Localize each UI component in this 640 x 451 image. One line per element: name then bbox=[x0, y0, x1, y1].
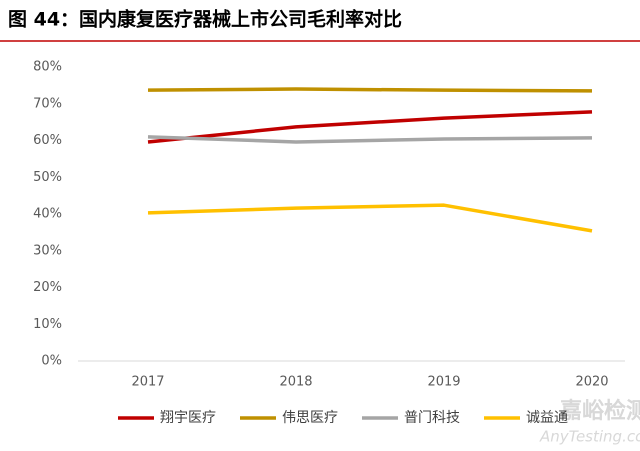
chart-title: 图 44：国内康复医疗器械上市公司毛利率对比 bbox=[8, 8, 402, 31]
watermark: 嘉峪检测网 bbox=[560, 398, 640, 424]
x-tick-label: 2017 bbox=[131, 375, 164, 390]
y-tick-label: 0% bbox=[41, 354, 62, 369]
watermark: AnyTesting.com bbox=[539, 428, 640, 446]
series-line bbox=[147, 110, 593, 144]
x-tick-label: 2020 bbox=[575, 375, 608, 390]
legend-label: 伟思医疗 bbox=[282, 410, 338, 426]
y-tick-label: 20% bbox=[33, 280, 62, 295]
legend-label: 诚益通 bbox=[526, 410, 568, 426]
series-line bbox=[147, 87, 593, 93]
y-tick-label: 70% bbox=[33, 96, 62, 111]
x-tick-label: 2019 bbox=[427, 375, 460, 390]
x-tick-label: 2018 bbox=[279, 375, 312, 390]
legend-label: 普门科技 bbox=[404, 410, 460, 426]
y-tick-label: 10% bbox=[33, 317, 62, 332]
y-tick-label: 80% bbox=[33, 60, 62, 75]
series-line bbox=[147, 203, 593, 233]
series-line bbox=[147, 135, 593, 144]
y-tick-label: 50% bbox=[33, 170, 62, 185]
legend-label: 翔宇医疗 bbox=[160, 410, 216, 426]
y-tick-label: 60% bbox=[33, 133, 62, 148]
y-tick-label: 30% bbox=[33, 243, 62, 258]
y-tick-label: 40% bbox=[33, 207, 62, 222]
